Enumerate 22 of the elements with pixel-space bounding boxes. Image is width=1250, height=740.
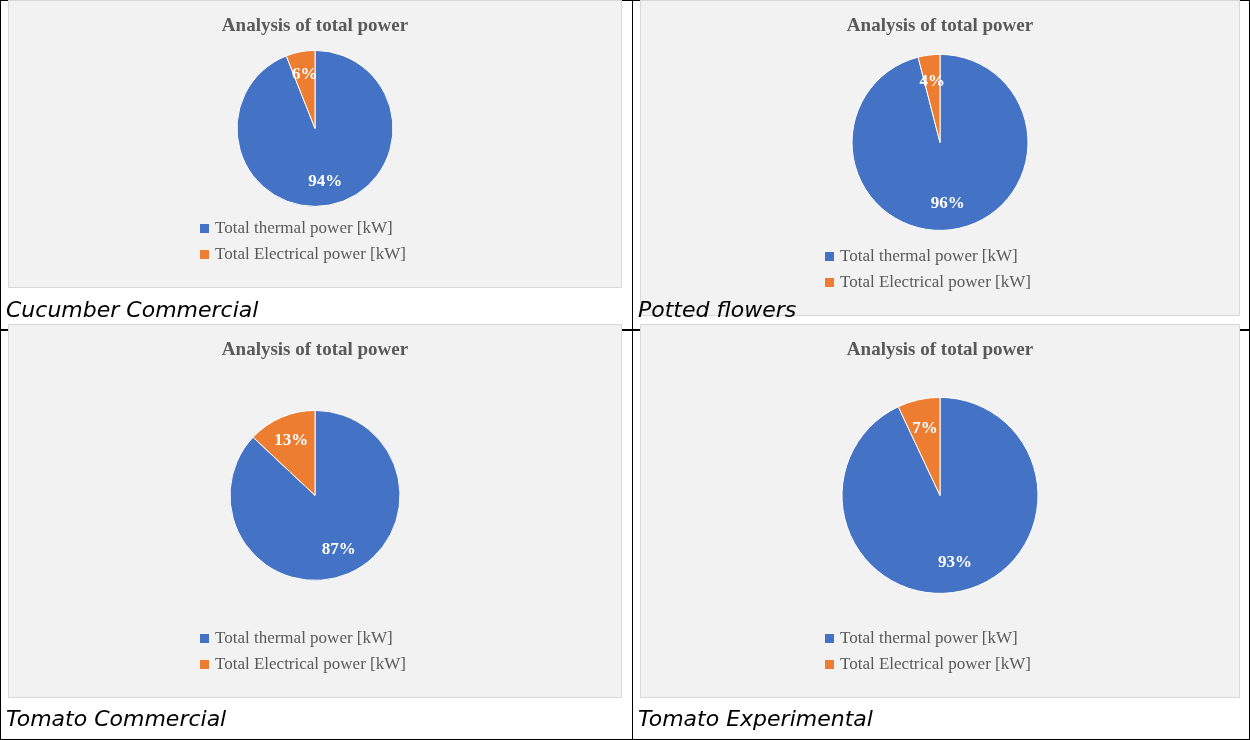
- chart-title: Analysis of total power: [846, 338, 1034, 360]
- chart-title: Analysis of total power: [846, 14, 1034, 36]
- data-label: 87%: [321, 539, 356, 559]
- legend-label: Total Electrical power [kW]: [840, 272, 1031, 292]
- data-label: 94%: [308, 171, 343, 191]
- chart-title: Analysis of total power: [221, 14, 409, 36]
- chart-title: Analysis of total power: [221, 338, 409, 360]
- legend-label: Total thermal power [kW]: [840, 246, 1018, 266]
- text: Potted flowers: [638, 297, 797, 322]
- text: Tomato Commercial: [6, 706, 227, 731]
- text: Tomato Experimental: [638, 706, 873, 731]
- data-label: 96%: [930, 192, 965, 212]
- legend-label: Total thermal power [kW]: [215, 218, 393, 238]
- legend-label: Total Electrical power [kW]: [215, 654, 406, 674]
- data-label: 7%: [912, 417, 938, 437]
- legend-label: Total thermal power [kW]: [215, 628, 393, 648]
- text: Cucumber Commercial: [6, 297, 259, 322]
- legend-label: Total Electrical power [kW]: [840, 654, 1031, 674]
- data-label: 93%: [937, 551, 972, 571]
- legend-label: Total thermal power [kW]: [840, 628, 1018, 648]
- legend-label: Total Electrical power [kW]: [215, 244, 406, 264]
- data-label: 13%: [274, 430, 309, 450]
